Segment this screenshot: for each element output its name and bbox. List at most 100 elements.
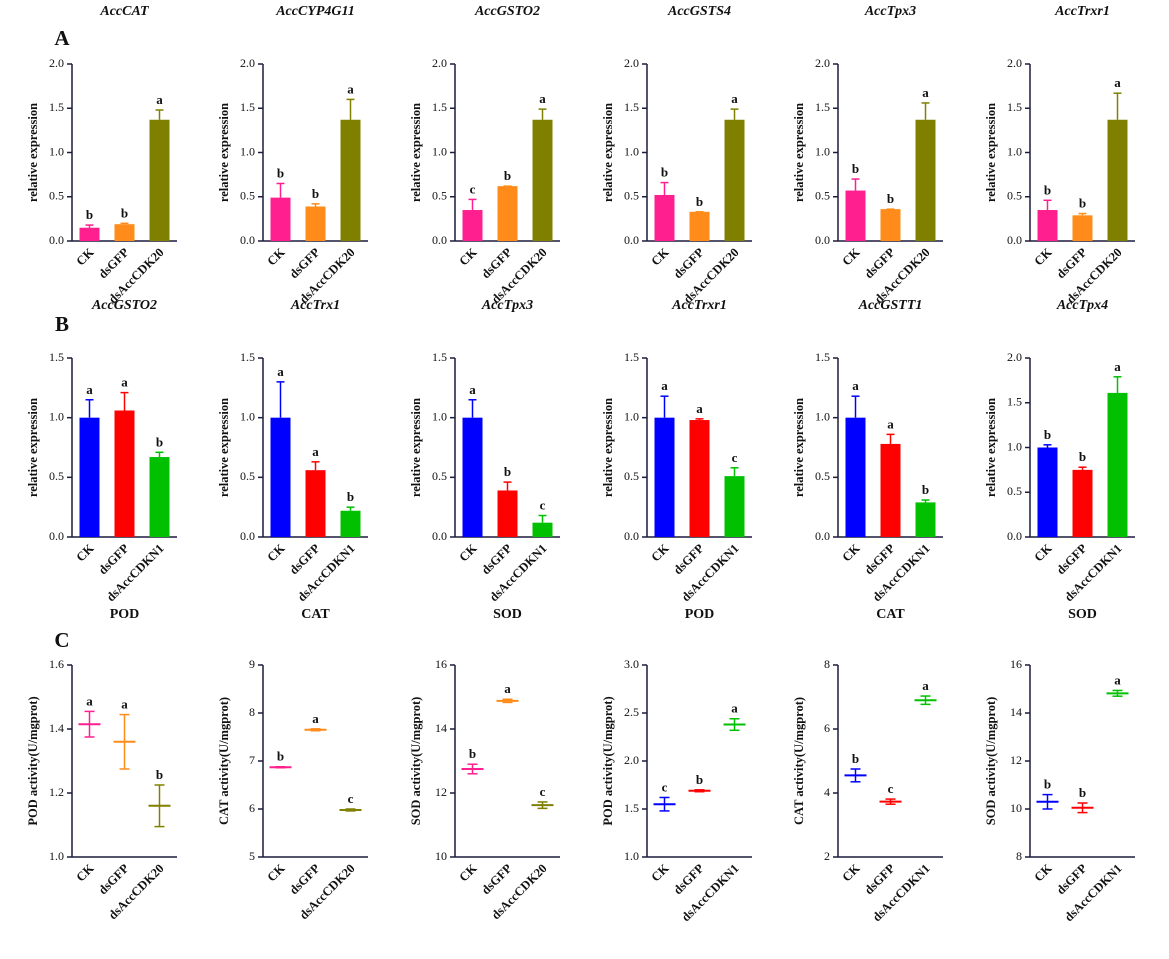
y-axis-label: relative expression [26, 398, 40, 497]
y-tick-label: 7 [249, 753, 255, 767]
bar [845, 190, 866, 241]
panel-label: A [54, 26, 70, 50]
y-tick-label: 6 [249, 801, 255, 815]
significance-letter: b [504, 168, 511, 183]
y-tick-label: 14 [435, 721, 447, 735]
significance-letter: b [156, 434, 163, 449]
significance-letter: b [852, 161, 859, 176]
y-tick-label: 0.5 [624, 469, 639, 483]
y-tick-label: 10 [435, 849, 447, 863]
chart-title: CAT [876, 607, 905, 622]
significance-letter: c [348, 791, 354, 806]
significance-letter: b [661, 165, 668, 180]
significance-letter: b [1079, 785, 1086, 800]
panel-label: C [54, 628, 69, 652]
x-tick-label: CK [73, 245, 96, 268]
significance-letter: a [696, 401, 703, 416]
x-tick-label: CK [839, 541, 862, 564]
bar [497, 490, 518, 537]
y-tick-label: 2.5 [624, 705, 639, 719]
significance-letter: a [661, 378, 668, 393]
significance-letter: b [277, 749, 284, 764]
chart-title: AccTpx4 [1056, 298, 1108, 313]
y-tick-label: 5 [249, 849, 255, 863]
bar [270, 417, 291, 537]
x-tick-label: CK [839, 861, 862, 884]
chart-title: SOD [493, 607, 522, 622]
significance-letter: b [469, 746, 476, 761]
y-tick-label: 2.0 [1007, 350, 1022, 364]
significance-letter: a [922, 85, 929, 100]
y-tick-label: 1.0 [240, 409, 255, 423]
y-tick-label: 1.0 [432, 409, 447, 423]
y-tick-label: 1.5 [815, 100, 830, 114]
y-tick-label: 1.0 [240, 144, 255, 158]
significance-letter: a [1114, 75, 1121, 90]
y-tick-label: 1.0 [815, 144, 830, 158]
x-tick-label: CK [264, 541, 287, 564]
chart-title: AccTrxr1 [1054, 4, 1110, 19]
significance-letter: b [887, 191, 894, 206]
y-axis-label: relative expression [601, 103, 615, 202]
bar [114, 224, 135, 241]
chart-title: AccTrx1 [290, 298, 340, 313]
chart-title: AccGSTO2 [474, 4, 540, 19]
y-tick-label: 8 [1016, 849, 1022, 863]
y-axis-label: relative expression [601, 398, 615, 497]
chart-title: AccTpx3 [481, 298, 533, 313]
bar [880, 209, 901, 241]
bar [149, 457, 170, 537]
significance-letter: a [852, 378, 859, 393]
y-axis-label: relative expression [217, 103, 231, 202]
chart-title: CAT [301, 607, 330, 622]
bar [462, 417, 483, 537]
significance-letter: b [86, 207, 93, 222]
y-tick-label: 8 [249, 705, 255, 719]
chart-title: AccCAT [99, 4, 150, 19]
y-tick-label: 0.5 [432, 189, 447, 203]
bar [1072, 215, 1093, 241]
y-axis-label: relative expression [984, 398, 998, 497]
y-tick-label: 0.5 [815, 189, 830, 203]
y-tick-label: 16 [435, 657, 447, 671]
bar [462, 210, 483, 241]
significance-letter: c [470, 181, 476, 196]
chart-title: SOD [1068, 607, 1097, 622]
chart-title: AccCYP4G11 [275, 4, 355, 19]
y-axis-label: relative expression [792, 103, 806, 202]
significance-letter: c [540, 784, 546, 799]
significance-letter: a [922, 678, 929, 693]
significance-letter: c [732, 450, 738, 465]
significance-letter: a [86, 693, 93, 708]
x-tick-label: CK [73, 541, 96, 564]
y-tick-label: 2.0 [624, 56, 639, 70]
bar [79, 227, 100, 241]
significance-letter: a [504, 681, 511, 696]
y-tick-label: 4 [824, 785, 830, 799]
significance-letter: b [1044, 427, 1051, 442]
significance-letter: a [731, 701, 738, 716]
chart-title: AccGSTS4 [667, 4, 731, 19]
y-tick-label: 1.0 [49, 849, 64, 863]
bar [305, 470, 326, 537]
significance-letter: b [696, 772, 703, 787]
bar [1107, 119, 1128, 241]
y-tick-label: 0.0 [240, 529, 255, 543]
significance-letter: b [1044, 777, 1051, 792]
y-tick-label: 2.0 [815, 56, 830, 70]
y-axis-label: relative expression [409, 103, 423, 202]
y-axis-label: SOD activity(U/mgprot) [984, 697, 998, 826]
bar [845, 417, 866, 537]
bar [915, 119, 936, 241]
bar [689, 211, 710, 241]
bar [1107, 392, 1128, 537]
significance-letter: b [277, 165, 284, 180]
significance-letter: b [852, 751, 859, 766]
y-tick-label: 2.0 [49, 56, 64, 70]
y-tick-label: 1.0 [432, 144, 447, 158]
bar [1037, 447, 1058, 537]
significance-letter: b [1044, 182, 1051, 197]
significance-letter: b [1079, 449, 1086, 464]
y-tick-label: 0.0 [49, 529, 64, 543]
